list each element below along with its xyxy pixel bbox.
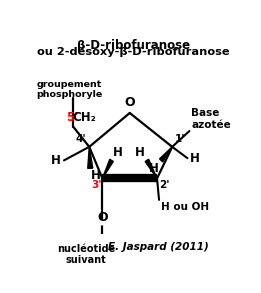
Text: H: H bbox=[190, 151, 200, 165]
Text: O: O bbox=[97, 211, 108, 224]
Text: O: O bbox=[124, 96, 135, 109]
Text: H: H bbox=[51, 154, 61, 167]
Text: E. Jaspard (2011): E. Jaspard (2011) bbox=[108, 242, 209, 252]
Text: nucléotide
suivant: nucléotide suivant bbox=[57, 244, 115, 265]
Text: H ou OH: H ou OH bbox=[161, 202, 209, 212]
Text: ou 2-désoxy-β-D-ribofuranose: ou 2-désoxy-β-D-ribofuranose bbox=[37, 47, 230, 57]
Polygon shape bbox=[102, 159, 113, 178]
Polygon shape bbox=[88, 147, 93, 168]
Text: 2': 2' bbox=[159, 180, 170, 190]
Text: H: H bbox=[113, 146, 123, 159]
Text: 1': 1' bbox=[175, 134, 185, 144]
Text: H: H bbox=[135, 146, 145, 159]
Text: Base
azotée: Base azotée bbox=[191, 108, 231, 130]
Text: 5': 5' bbox=[66, 111, 78, 124]
Polygon shape bbox=[145, 159, 157, 178]
Text: β-D-ribofuranose: β-D-ribofuranose bbox=[77, 39, 190, 52]
Text: 3': 3' bbox=[91, 180, 101, 190]
Text: groupement
phosphoryle: groupement phosphoryle bbox=[37, 80, 103, 99]
Text: H: H bbox=[91, 169, 101, 183]
Text: H: H bbox=[149, 161, 159, 175]
Text: CH₂: CH₂ bbox=[73, 111, 96, 124]
Polygon shape bbox=[159, 147, 172, 162]
Text: 4': 4' bbox=[76, 134, 86, 144]
